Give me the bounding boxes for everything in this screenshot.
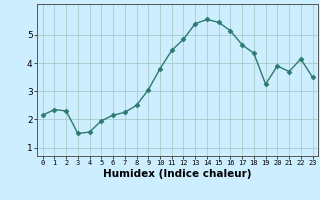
X-axis label: Humidex (Indice chaleur): Humidex (Indice chaleur) <box>103 169 252 179</box>
